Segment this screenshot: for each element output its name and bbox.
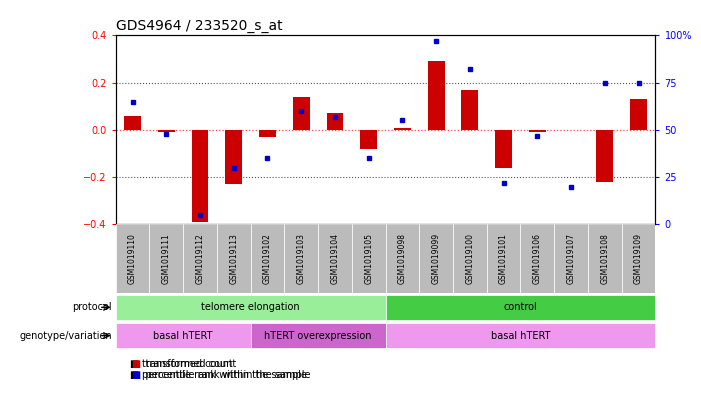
- Text: genotype/variation: genotype/variation: [20, 331, 112, 341]
- Text: ■  transformed count: ■ transformed count: [130, 358, 236, 369]
- Bar: [116, 224, 149, 293]
- Text: control: control: [503, 302, 538, 312]
- Bar: [630, 99, 647, 130]
- Bar: [588, 224, 622, 293]
- Text: GSM1019111: GSM1019111: [162, 233, 171, 284]
- Text: hTERT overexpression: hTERT overexpression: [264, 331, 372, 341]
- Bar: [251, 224, 285, 293]
- Bar: [327, 113, 343, 130]
- Bar: [386, 224, 419, 293]
- Text: GSM1019104: GSM1019104: [330, 233, 339, 284]
- Bar: [251, 323, 386, 348]
- Text: GSM1019110: GSM1019110: [128, 233, 137, 284]
- Bar: [217, 224, 251, 293]
- Text: GDS4964 / 233520_s_at: GDS4964 / 233520_s_at: [116, 19, 283, 33]
- Text: protocol: protocol: [72, 302, 112, 312]
- Bar: [149, 224, 183, 293]
- Bar: [554, 224, 588, 293]
- Text: GSM1019113: GSM1019113: [229, 233, 238, 284]
- Text: basal hTERT: basal hTERT: [154, 331, 213, 341]
- Text: GSM1019107: GSM1019107: [566, 233, 576, 284]
- Bar: [386, 323, 655, 348]
- Text: ■: ■: [131, 358, 140, 369]
- Bar: [428, 61, 444, 130]
- Text: GSM1019098: GSM1019098: [398, 233, 407, 284]
- Bar: [158, 130, 175, 132]
- Bar: [116, 323, 251, 348]
- Bar: [521, 224, 554, 293]
- Text: percentile rank within the sample: percentile rank within the sample: [142, 370, 306, 380]
- Text: GSM1019109: GSM1019109: [634, 233, 643, 284]
- Text: ■: ■: [131, 370, 140, 380]
- Bar: [486, 224, 521, 293]
- Bar: [419, 224, 453, 293]
- Text: telomere elongation: telomere elongation: [201, 302, 300, 312]
- Bar: [318, 224, 352, 293]
- Bar: [360, 130, 377, 149]
- Bar: [622, 224, 655, 293]
- Text: ■  percentile rank within the sample: ■ percentile rank within the sample: [130, 370, 310, 380]
- Bar: [116, 295, 386, 320]
- Bar: [597, 130, 613, 182]
- Bar: [529, 130, 546, 132]
- Bar: [285, 224, 318, 293]
- Text: GSM1019112: GSM1019112: [196, 233, 205, 284]
- Text: GSM1019102: GSM1019102: [263, 233, 272, 284]
- Bar: [183, 224, 217, 293]
- Bar: [124, 116, 141, 130]
- Text: GSM1019103: GSM1019103: [297, 233, 306, 284]
- Text: basal hTERT: basal hTERT: [491, 331, 550, 341]
- Bar: [352, 224, 386, 293]
- Text: GSM1019101: GSM1019101: [499, 233, 508, 284]
- Bar: [495, 130, 512, 168]
- Bar: [394, 127, 411, 130]
- Bar: [259, 130, 276, 137]
- Bar: [225, 130, 242, 184]
- Bar: [293, 97, 310, 130]
- Text: transformed count: transformed count: [142, 358, 232, 369]
- Text: GSM1019108: GSM1019108: [600, 233, 609, 284]
- Text: GSM1019099: GSM1019099: [432, 233, 441, 285]
- Bar: [191, 130, 208, 222]
- Text: GSM1019106: GSM1019106: [533, 233, 542, 284]
- Text: GSM1019105: GSM1019105: [365, 233, 373, 284]
- Bar: [453, 224, 486, 293]
- Text: GSM1019100: GSM1019100: [465, 233, 475, 284]
- Bar: [386, 295, 655, 320]
- Bar: [461, 90, 478, 130]
